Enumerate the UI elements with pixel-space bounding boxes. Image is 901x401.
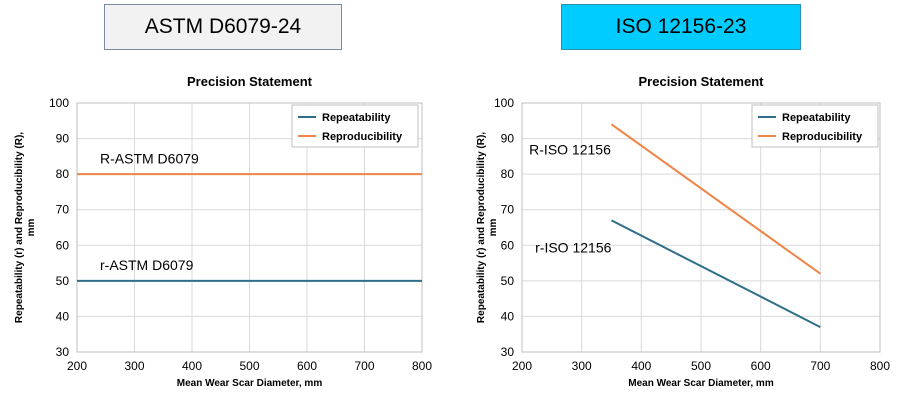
legend-box [291, 104, 419, 148]
legend-label: Reproducibility [782, 131, 863, 143]
x-tick-label: 400 [182, 359, 202, 373]
legend-label: Reproducibility [322, 131, 403, 143]
x-tick-label: 300 [124, 359, 144, 373]
y-tick-label: 40 [501, 309, 515, 323]
series-annotation: R-ISO 12156 [529, 142, 611, 158]
chart-title: Precision Statement [639, 74, 765, 89]
series-annotation: r-ASTM D6079 [100, 257, 194, 273]
y-tick-label: 60 [501, 238, 515, 252]
x-axis-label: Mean Wear Scar Diameter, mm [177, 378, 323, 389]
x-tick-label: 200 [512, 359, 532, 373]
x-tick-label: 200 [67, 359, 87, 373]
x-axis-label: Mean Wear Scar Diameter, mm [628, 378, 774, 389]
y-tick-label: 30 [56, 345, 70, 359]
y-tick-label: 30 [501, 345, 515, 359]
plot-border [76, 102, 423, 353]
x-tick-label: 800 [412, 359, 432, 373]
y-tick-label: 80 [501, 167, 515, 181]
y-tick-label: 70 [56, 203, 70, 217]
chart-title: Precision Statement [187, 74, 313, 89]
x-tick-label: 700 [810, 359, 830, 373]
x-tick-label: 600 [751, 359, 771, 373]
x-tick-label: 800 [870, 359, 890, 373]
y-tick-label: 80 [56, 167, 70, 181]
iso-standard-label: ISO 12156-23 [561, 4, 801, 50]
y-tick-label: 50 [56, 274, 70, 288]
x-tick-label: 400 [631, 359, 651, 373]
series-annotation: R-ASTM D6079 [100, 150, 199, 166]
legend-label: Repeatability [782, 112, 851, 124]
x-tick-label: 600 [297, 359, 317, 373]
y-tick-label: 60 [56, 238, 70, 252]
y-tick-label: 90 [56, 132, 70, 146]
y-axis-label: Repeatability (r) and Reproducibility (R… [476, 132, 499, 323]
y-tick-label: 90 [501, 132, 515, 146]
y-tick-label: 50 [501, 274, 515, 288]
y-tick-label: 40 [56, 309, 70, 323]
x-tick-label: 500 [691, 359, 711, 373]
x-tick-label: 700 [354, 359, 374, 373]
x-tick-label: 500 [239, 359, 259, 373]
astm-standard-label: ASTM D6079-24 [104, 4, 342, 50]
y-tick-label: 100 [494, 96, 514, 110]
y-axis-label: Repeatability (r) and Reproducibility (R… [14, 132, 37, 323]
plot-border [521, 102, 881, 353]
x-tick-label: 300 [572, 359, 592, 373]
y-tick-label: 100 [49, 96, 69, 110]
series-annotation: r-ISO 12156 [535, 239, 611, 255]
y-tick-label: 70 [501, 203, 515, 217]
series-line-repeatability [611, 219, 821, 328]
series-line-reproducibility [610, 123, 821, 275]
legend-box [751, 104, 879, 148]
legend-label: Repeatability [322, 112, 391, 124]
